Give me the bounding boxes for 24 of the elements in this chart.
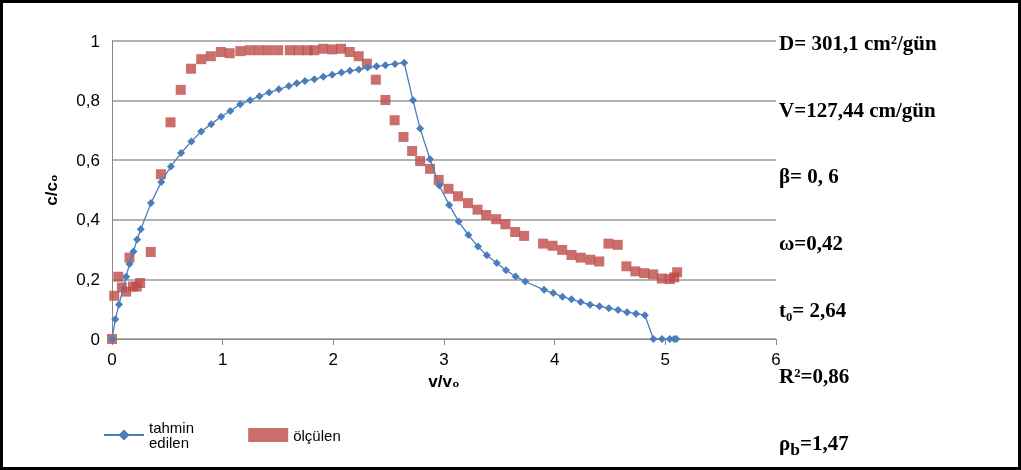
- x-tick-label: 2: [328, 350, 339, 369]
- y-tick-label: 0,2: [76, 269, 100, 289]
- x-tick-label: 4: [549, 350, 560, 369]
- legend-label: ölçülen: [293, 426, 341, 444]
- y-axis-title: c/c₀: [42, 174, 61, 206]
- x-tick-label: 0: [107, 350, 117, 369]
- text: V=127,44 cm/gün: [779, 97, 936, 123]
- text: R²=0,86: [779, 364, 850, 390]
- x-axis-title: v/v₀: [428, 371, 460, 391]
- text: D= 301,1 cm²/gün: [779, 31, 937, 56]
- text: ρ$_{b}$=1,47: [779, 431, 849, 461]
- y-tick-label: 0: [90, 329, 100, 349]
- x-tick-label: 5: [660, 350, 671, 369]
- x-tick-label: 3: [439, 350, 449, 369]
- y-tick-label: 0,6: [76, 150, 100, 170]
- legend-label: tahmin edilen: [149, 419, 199, 451]
- y-tick-label: 0,8: [76, 91, 100, 111]
- y-tick-label: 1: [90, 31, 100, 51]
- text: t₀= 2,64: [779, 297, 847, 323]
- text: ω=0,42: [779, 231, 844, 256]
- text: β= 0, 6: [779, 164, 839, 190]
- x-tick-label: 1: [217, 350, 228, 369]
- x-tick-label: 6: [771, 350, 781, 369]
- y-tick-label: 0,4: [76, 210, 100, 230]
